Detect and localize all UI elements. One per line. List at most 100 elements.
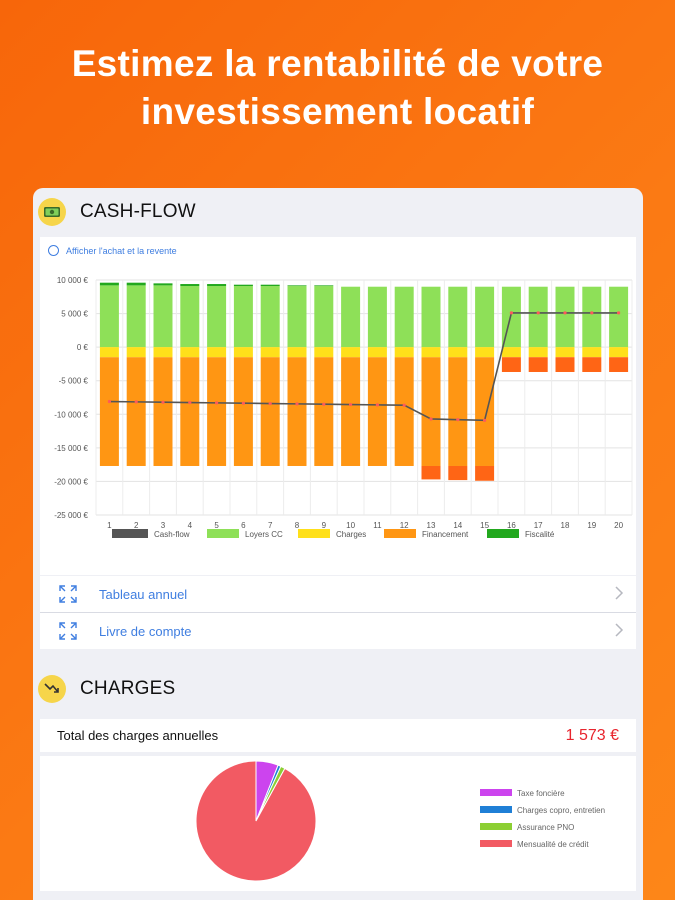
bar-financement <box>394 357 414 466</box>
bar-charges <box>421 347 441 358</box>
cashflow-point <box>429 417 433 421</box>
charges-header: CHARGES <box>33 669 643 709</box>
bar-financement <box>260 357 280 466</box>
y-tick-label: 10 000 € <box>57 276 89 285</box>
cashflow-point <box>456 418 460 422</box>
headline-line-2: investissement locatif <box>140 91 535 132</box>
bar-loyers <box>448 286 468 348</box>
bar-charges <box>367 347 387 358</box>
bar-charges <box>180 347 200 358</box>
cashflow-title: CASH-FLOW <box>80 201 196 222</box>
bar-fiscalite <box>609 357 629 372</box>
annual-table-link[interactable]: Tableau annuel <box>40 576 636 612</box>
charges-pie-chart: Taxe foncière Charges copro, entretien Ass… <box>195 760 605 882</box>
bar-charges <box>341 347 361 358</box>
bar-fiscalite <box>555 357 575 372</box>
cashflow-point <box>188 400 192 405</box>
legend-swatch <box>207 529 239 538</box>
annual-charges-value: 1 573 € <box>565 726 619 744</box>
bar-fiscalite <box>99 282 119 286</box>
headline-line-1: Estimez la rentabilité de votre <box>71 43 604 84</box>
bar-charges <box>555 347 575 358</box>
legend-swatch <box>480 789 512 796</box>
cashflow-point <box>509 311 513 315</box>
bar-loyers <box>126 285 146 348</box>
bar-financement <box>287 357 307 466</box>
cashflow-point <box>295 402 299 406</box>
cashflow-point <box>134 400 138 404</box>
bar-loyers <box>314 286 334 348</box>
y-tick-label: 0 € <box>77 343 89 352</box>
cashflow-point <box>483 418 487 422</box>
legend-label: Fiscalité <box>525 530 555 539</box>
bar-financement <box>367 357 387 466</box>
legend-label: Charges <box>336 530 366 539</box>
show-purchase-label: Afficher l'achat et la revente <box>66 245 177 256</box>
x-tick-label: 20 <box>614 521 623 530</box>
bar-fiscalite <box>180 284 200 287</box>
y-tick-label: -20 000 € <box>54 477 88 486</box>
cashflow-point <box>563 311 567 315</box>
bar-charges <box>287 347 307 358</box>
cashflow-point <box>322 402 326 406</box>
bar-loyers <box>207 286 227 348</box>
cashflow-point <box>590 311 594 315</box>
bar-fiscalite <box>207 284 227 287</box>
cashflow-point <box>268 401 272 406</box>
show-purchase-toggle[interactable]: Afficher l'achat et la revente <box>48 245 177 256</box>
bar-fiscalite <box>314 285 334 287</box>
cashflow-chart: 10 000 € 5 000 € 0 € -5 000 € -10 000 € -15 0… <box>54 276 633 539</box>
bar-charges <box>233 347 253 358</box>
legend-swatch <box>112 529 148 538</box>
app-card: CASH-FLOW Afficher l'achat et la revente… <box>33 188 643 900</box>
legend-label: Charges copro, entretien <box>517 806 605 815</box>
bar-financement <box>207 357 227 466</box>
bar-financement <box>180 357 200 466</box>
annual-charges-label: Total des charges annuelles <box>57 728 219 743</box>
bar-financement <box>448 357 468 466</box>
bar-financement <box>314 357 334 466</box>
bar-financement <box>99 357 119 466</box>
legend-label: Mensualité de crédit <box>517 840 589 849</box>
x-tick-label: 7 <box>268 521 273 530</box>
bar-fiscalite <box>153 283 173 286</box>
bar-fiscalite <box>233 284 253 287</box>
bar-loyers <box>153 285 173 348</box>
cashflow-point <box>617 311 621 315</box>
bar-loyers <box>367 286 387 348</box>
legend-swatch <box>298 529 330 538</box>
bar-fiscalite <box>448 465 468 481</box>
x-tick-label: 2 <box>134 521 139 530</box>
bar-financement <box>153 357 173 466</box>
bar-loyers <box>180 286 200 348</box>
bar-charges <box>448 347 468 358</box>
money-icon <box>38 198 66 226</box>
bar-charges <box>582 347 602 358</box>
charges-title: CHARGES <box>80 678 176 699</box>
x-tick-label: 6 <box>241 521 246 530</box>
bar-loyers <box>528 286 548 348</box>
bar-loyers <box>582 286 602 348</box>
bar-fiscalite <box>528 357 548 372</box>
bar-charges <box>609 347 629 358</box>
bar-fiscalite <box>126 282 146 286</box>
account-book-link[interactable]: Livre de compte <box>40 613 636 649</box>
bar-charges <box>126 347 146 358</box>
bar-loyers <box>609 286 629 348</box>
bar-loyers <box>341 286 361 348</box>
legend-label: Financement <box>422 530 469 539</box>
bar-charges <box>501 347 521 358</box>
radio-circle-icon[interactable] <box>48 245 59 256</box>
annual-charges-total: Total des charges annuelles 1 573 € <box>40 719 636 752</box>
y-tick-label: -5 000 € <box>59 377 89 386</box>
x-tick-label: 16 <box>507 521 516 530</box>
y-tick-label: -10 000 € <box>54 410 88 419</box>
x-tick-label: 13 <box>427 521 436 530</box>
legend-label: Loyers CC <box>245 530 283 539</box>
charges-pie-panel: Taxe foncière Charges copro, entretien Ass… <box>40 756 636 891</box>
bar-loyers <box>421 286 441 348</box>
bar-financement <box>126 357 146 466</box>
legend-swatch <box>487 529 519 538</box>
bar-fiscalite <box>582 357 602 372</box>
bar-loyers <box>99 285 119 348</box>
